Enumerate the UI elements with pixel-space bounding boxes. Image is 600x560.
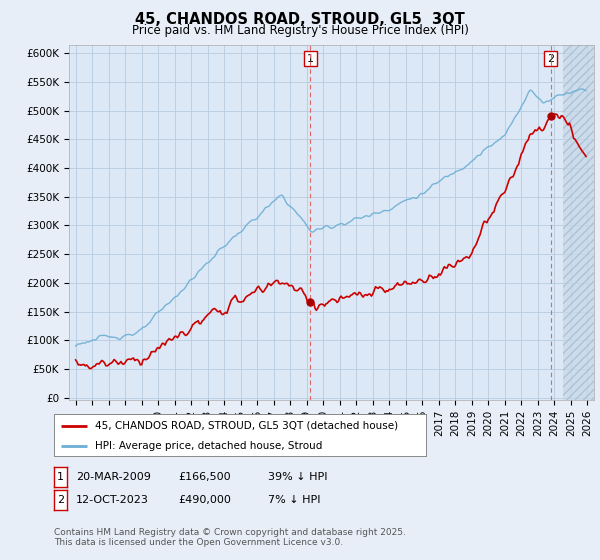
Text: 45, CHANDOS ROAD, STROUD, GL5  3QT: 45, CHANDOS ROAD, STROUD, GL5 3QT bbox=[135, 12, 465, 27]
Text: 45, CHANDOS ROAD, STROUD, GL5 3QT (detached house): 45, CHANDOS ROAD, STROUD, GL5 3QT (detac… bbox=[95, 421, 398, 431]
Text: 20-MAR-2009: 20-MAR-2009 bbox=[76, 472, 151, 482]
Text: 12-OCT-2023: 12-OCT-2023 bbox=[76, 495, 149, 505]
Text: 2: 2 bbox=[57, 495, 64, 505]
Text: Price paid vs. HM Land Registry's House Price Index (HPI): Price paid vs. HM Land Registry's House … bbox=[131, 24, 469, 37]
Text: HPI: Average price, detached house, Stroud: HPI: Average price, detached house, Stro… bbox=[95, 441, 322, 451]
Text: 1: 1 bbox=[57, 472, 64, 482]
Text: 2: 2 bbox=[547, 54, 554, 64]
Text: 7% ↓ HPI: 7% ↓ HPI bbox=[268, 495, 320, 505]
Text: £166,500: £166,500 bbox=[178, 472, 231, 482]
Text: 1: 1 bbox=[307, 54, 314, 64]
Text: £490,000: £490,000 bbox=[178, 495, 231, 505]
Bar bbox=[563, 45, 594, 400]
Text: 39% ↓ HPI: 39% ↓ HPI bbox=[268, 472, 328, 482]
Text: Contains HM Land Registry data © Crown copyright and database right 2025.
This d: Contains HM Land Registry data © Crown c… bbox=[54, 528, 406, 548]
